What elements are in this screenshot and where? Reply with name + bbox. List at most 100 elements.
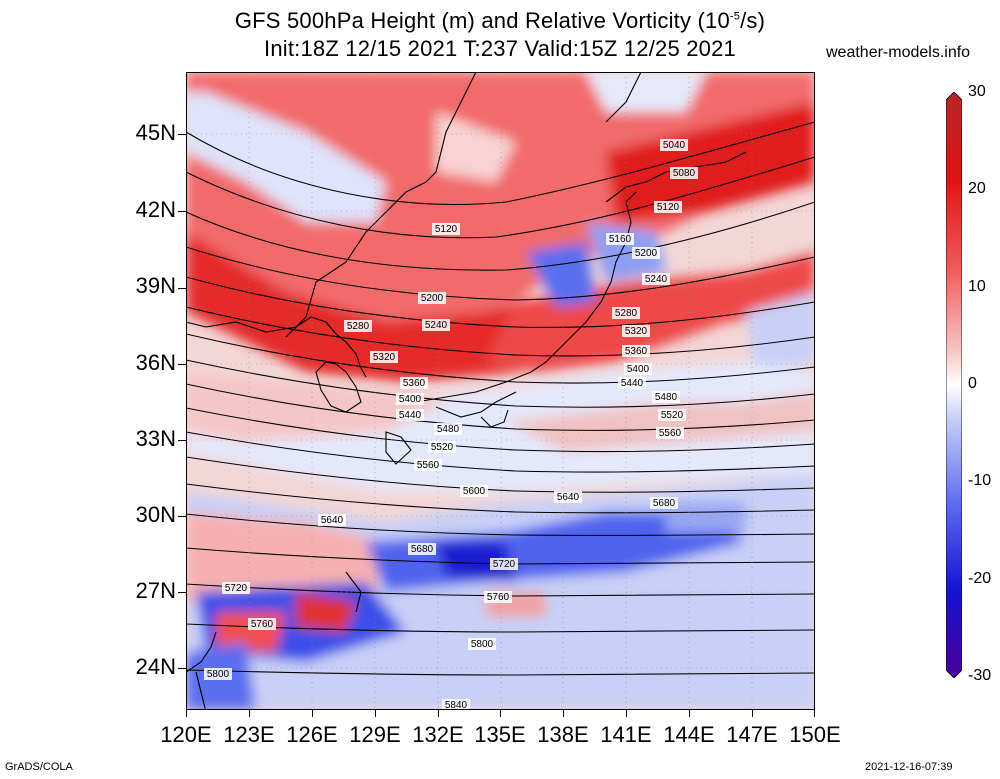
lat-label: 33N: [135, 426, 176, 451]
lon-tick: [438, 710, 439, 717]
contour-label-bg: [370, 351, 398, 363]
lat-label: 30N: [135, 502, 176, 527]
contour-label-bg: [248, 618, 276, 630]
vorticity-field: [186, 72, 815, 710]
contour-label: 5640: [557, 492, 580, 503]
lat-tick: [178, 516, 186, 517]
lon-tick: [689, 710, 690, 717]
height-contours: [186, 121, 815, 676]
footer-timestamp: 2021-12-16-07:39: [865, 761, 953, 773]
contour-label: 5480: [437, 424, 460, 435]
lon-tick: [312, 710, 313, 717]
lat-tick: [178, 592, 186, 593]
contour-label-bg: [612, 307, 640, 319]
contour-label-bg: [606, 233, 634, 245]
contour-label-bg: [618, 377, 646, 389]
site-credit: weather-models.info: [826, 44, 971, 61]
lat-tick: [178, 211, 186, 212]
lon-label: 132E: [412, 722, 464, 747]
vorticity-map: 5040508051205120516052005200524052405280…: [186, 72, 815, 710]
contour-label: 5240: [645, 274, 668, 285]
lat-tick: [178, 668, 186, 669]
contour-label: 5760: [487, 592, 510, 603]
contour-label-bg: [344, 320, 372, 332]
contour-label: 5480: [655, 392, 678, 403]
contour-label-bg: [554, 491, 582, 503]
contour-label-bg: [396, 393, 424, 405]
contour-label: 5520: [431, 442, 454, 453]
contour-label: 5320: [373, 352, 396, 363]
contour-label: 5560: [417, 460, 440, 471]
contour-label-bg: [442, 699, 470, 710]
contour-label: 5800: [471, 639, 494, 650]
contour-label-bg: [408, 543, 436, 555]
contour-label: 5600: [463, 486, 486, 497]
lat-label: 24N: [135, 654, 176, 679]
contour-label-bg: [622, 345, 650, 357]
lon-label: 138E: [537, 722, 589, 747]
contour-label: 5680: [411, 544, 434, 555]
contour-label: 5760: [251, 619, 274, 630]
contour-label: 5360: [625, 346, 648, 357]
contour-label: 5200: [421, 293, 444, 304]
contour-label: 5120: [657, 202, 680, 213]
contour-label-bg: [484, 591, 512, 603]
contour-label-bg: [650, 497, 678, 509]
lon-label: 120E: [160, 722, 212, 747]
contour-label-bg: [428, 441, 456, 453]
lat-label: 36N: [135, 350, 176, 375]
lon-tick: [375, 710, 376, 717]
footer-credit: GrADS/COLA: [5, 761, 73, 773]
contour-label-bg: [652, 391, 680, 403]
lon-tick: [626, 710, 627, 717]
contour-label-bg: [656, 427, 684, 439]
lon-tick: [752, 710, 753, 717]
map-frame: [186, 72, 815, 710]
lat-tick: [178, 364, 186, 365]
lon-label: 123E: [223, 722, 275, 747]
contour-label-bg: [422, 319, 450, 331]
title-prefix: GFS 500hPa Height (m) and Relative Vorti…: [234, 8, 730, 33]
colorbar-label: 30: [968, 83, 986, 100]
contour-label-bg: [318, 514, 346, 526]
contour-label-bg: [432, 223, 460, 235]
contour-label-bg: [490, 558, 518, 570]
contour-label-bg: [670, 167, 698, 179]
map-subtitle: Init:18Z 12/15 2021 T:237 Valid:15Z 12/2…: [264, 36, 736, 61]
colorbar-label: -20: [968, 570, 992, 587]
contour-labels: 5040508051205120516052005200524052405280…: [204, 139, 698, 710]
contour-label: 5320: [625, 326, 648, 337]
title-exponent: -5: [729, 10, 741, 23]
contour-label: 5120: [435, 224, 458, 235]
contour-label: 5040: [663, 140, 686, 151]
contour-label: 5560: [659, 428, 682, 439]
contour-label: 5440: [399, 410, 422, 421]
lat-tick: [178, 288, 186, 289]
lon-label: 126E: [286, 722, 338, 747]
contour-label-bg: [434, 423, 462, 435]
map-title: GFS 500hPa Height (m) and Relative Vorti…: [170, 8, 830, 34]
contour-label: 5160: [609, 234, 632, 245]
colorbar-label: 20: [968, 180, 986, 197]
contour-label: 5400: [627, 364, 650, 375]
lon-label: 129E: [349, 722, 401, 747]
contour-label: 5440: [621, 378, 644, 389]
contour-label-bg: [632, 247, 660, 259]
contour-label: 5640: [321, 515, 344, 526]
lon-tick: [814, 710, 815, 717]
contour-label: 5200: [635, 248, 658, 259]
contour-label-bg: [658, 409, 686, 421]
contour-label: 5240: [425, 320, 448, 331]
lat-label: 39N: [135, 273, 176, 298]
contour-label: 5840: [445, 700, 468, 710]
contour-label-bg: [414, 459, 442, 471]
contour-label: 5720: [225, 583, 248, 594]
contour-label-bg: [642, 273, 670, 285]
colorbar-label: -30: [968, 667, 992, 684]
colorbar-label: 10: [968, 278, 986, 295]
lat-tick: [178, 134, 186, 135]
colorbar-label: 0: [968, 375, 977, 392]
lon-label: 144E: [663, 722, 715, 747]
contour-label-bg: [460, 485, 488, 497]
lon-tick: [500, 710, 501, 717]
